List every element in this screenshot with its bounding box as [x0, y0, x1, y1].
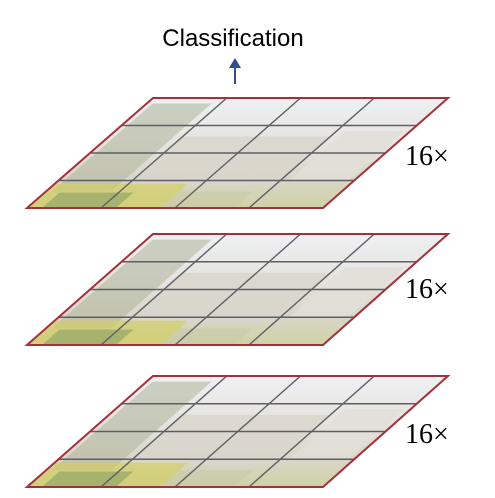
building-region	[289, 131, 405, 181]
patch-layer	[24, 233, 451, 346]
layer-multiplier-label: 16×	[405, 274, 449, 305]
grid-line	[174, 375, 301, 488]
grid-line	[100, 233, 228, 346]
grid-line	[100, 375, 228, 488]
foliage-region	[41, 329, 134, 345]
layer-border	[24, 97, 451, 209]
layer-multiplier-label: 16×	[405, 141, 449, 172]
foliage-region	[41, 192, 134, 208]
foliage-region	[160, 328, 253, 345]
grid-line	[248, 375, 375, 488]
classification-label: Classification	[162, 25, 303, 52]
foliage-region	[160, 191, 253, 208]
foliage-region	[160, 470, 253, 487]
grid-line	[248, 233, 375, 346]
up-arrow-icon	[229, 58, 241, 84]
grid-line	[100, 97, 228, 209]
layer-multiplier-label: 16×	[405, 419, 449, 450]
grid-line	[174, 97, 301, 209]
patch-layer	[24, 97, 451, 209]
grid-line	[248, 97, 375, 209]
grid-line	[174, 233, 301, 346]
building-region	[289, 409, 405, 460]
layer-border	[24, 375, 451, 488]
layer-border	[24, 233, 451, 346]
building-region	[289, 267, 405, 318]
patch-layer	[24, 375, 451, 488]
foliage-region	[41, 471, 134, 487]
